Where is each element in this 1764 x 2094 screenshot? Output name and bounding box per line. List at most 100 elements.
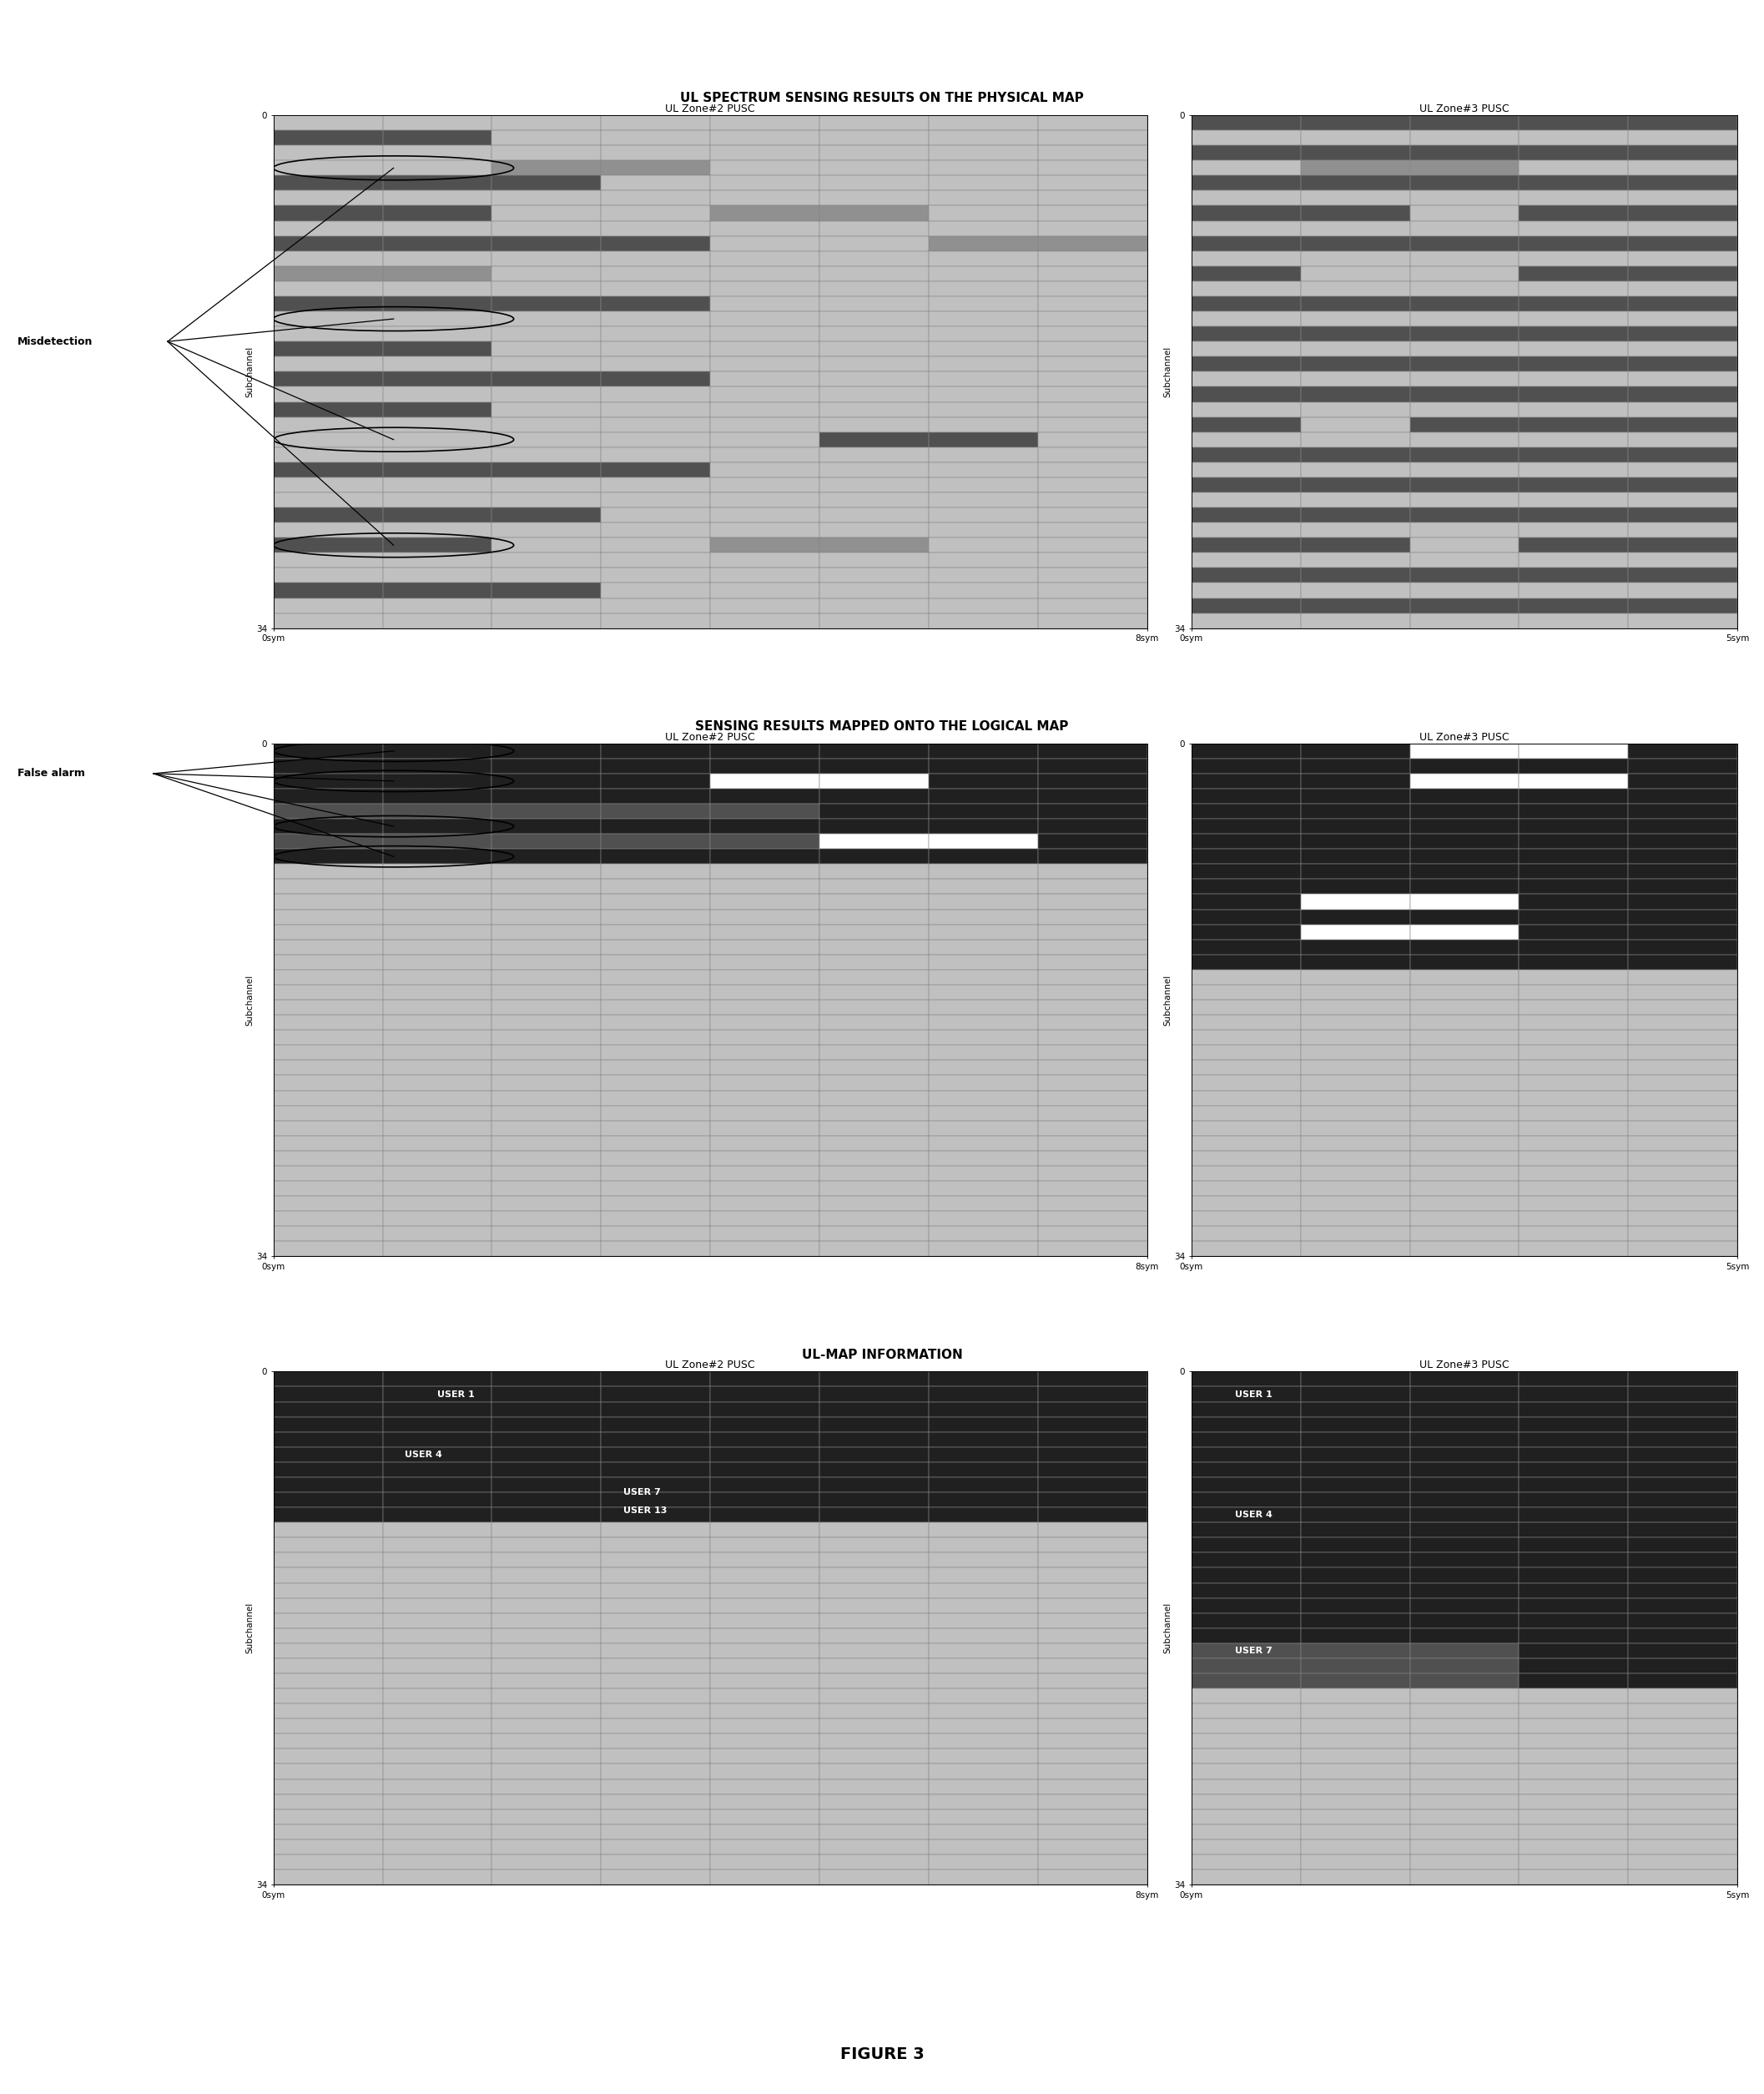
Bar	[1037, 1598, 1147, 1612]
Bar	[930, 923, 1037, 940]
Bar	[1037, 1508, 1147, 1522]
Bar	[711, 1734, 820, 1748]
Bar	[1409, 553, 1519, 567]
Bar	[492, 1493, 602, 1508]
Bar	[1519, 1030, 1628, 1045]
Bar	[820, 1227, 930, 1242]
Bar	[383, 1447, 492, 1462]
Bar	[930, 940, 1037, 955]
Bar	[602, 865, 711, 879]
Bar	[1191, 1552, 1300, 1568]
Bar	[1519, 1508, 1628, 1522]
Bar	[492, 833, 602, 848]
Bar	[1519, 295, 1628, 312]
Bar	[1409, 614, 1519, 628]
Bar	[1628, 237, 1738, 251]
Bar	[273, 1181, 383, 1196]
Bar	[383, 251, 492, 266]
Bar	[1191, 1568, 1300, 1583]
Bar	[273, 130, 383, 144]
Bar	[1037, 879, 1147, 894]
Bar	[383, 1106, 492, 1120]
Bar	[1519, 115, 1628, 130]
Bar	[1628, 743, 1738, 758]
Bar	[820, 553, 930, 567]
Bar	[820, 130, 930, 144]
Bar	[711, 1612, 820, 1629]
Bar	[602, 1001, 711, 1016]
Bar	[273, 266, 383, 281]
Text: USER 4: USER 4	[404, 1451, 443, 1460]
Bar	[820, 1552, 930, 1568]
Bar	[602, 327, 711, 341]
Bar	[273, 1106, 383, 1120]
Bar	[711, 251, 820, 266]
Bar	[1037, 448, 1147, 463]
Bar	[930, 312, 1037, 327]
Bar	[492, 1763, 602, 1780]
Bar	[273, 1719, 383, 1734]
Bar	[1519, 804, 1628, 819]
Bar	[711, 1120, 820, 1135]
Bar	[273, 161, 383, 176]
Bar	[1519, 492, 1628, 507]
Bar	[383, 1493, 492, 1508]
Bar	[1300, 1870, 1409, 1885]
Bar	[383, 970, 492, 984]
Bar	[602, 1552, 711, 1568]
Bar	[602, 492, 711, 507]
Bar	[1300, 1091, 1409, 1106]
Bar	[820, 538, 930, 553]
Bar	[1191, 1673, 1300, 1688]
Bar	[383, 312, 492, 327]
Bar	[602, 758, 711, 773]
Bar	[1037, 417, 1147, 431]
Bar	[1519, 1493, 1628, 1508]
Bar	[383, 448, 492, 463]
Bar	[1300, 1045, 1409, 1060]
Bar	[1628, 804, 1738, 819]
Bar	[1300, 1166, 1409, 1181]
Bar	[383, 524, 492, 538]
Bar	[1628, 567, 1738, 582]
Bar	[711, 833, 820, 848]
Bar	[273, 970, 383, 984]
Bar	[383, 1508, 492, 1522]
Bar	[1519, 477, 1628, 492]
Bar	[1191, 1181, 1300, 1196]
Bar	[1191, 1748, 1300, 1763]
Bar	[1037, 371, 1147, 387]
Bar	[1037, 387, 1147, 402]
Bar	[273, 1120, 383, 1135]
Bar	[1037, 582, 1147, 599]
Bar	[930, 1418, 1037, 1432]
Bar	[602, 1091, 711, 1106]
Bar	[273, 341, 383, 356]
Title: UL Zone#3 PUSC: UL Zone#3 PUSC	[1420, 1359, 1510, 1372]
Bar	[383, 940, 492, 955]
Bar	[1191, 431, 1300, 448]
Bar	[1519, 1106, 1628, 1120]
Bar	[930, 833, 1037, 848]
Bar	[930, 1522, 1037, 1537]
Bar	[1037, 1748, 1147, 1763]
Bar	[602, 1824, 711, 1839]
Bar	[930, 1795, 1037, 1809]
Bar	[1037, 1522, 1147, 1537]
Bar	[273, 144, 383, 161]
Bar	[820, 1432, 930, 1447]
Bar	[820, 1734, 930, 1748]
Bar	[602, 1016, 711, 1030]
Bar	[1628, 553, 1738, 567]
Bar	[602, 387, 711, 402]
Bar	[1519, 1612, 1628, 1629]
Bar	[820, 1091, 930, 1106]
Bar	[1409, 1166, 1519, 1181]
Bar	[820, 1401, 930, 1418]
Bar	[602, 879, 711, 894]
Bar	[602, 507, 711, 524]
Bar	[1628, 266, 1738, 281]
Bar	[1519, 1016, 1628, 1030]
Bar	[1519, 1462, 1628, 1476]
Bar	[602, 191, 711, 205]
